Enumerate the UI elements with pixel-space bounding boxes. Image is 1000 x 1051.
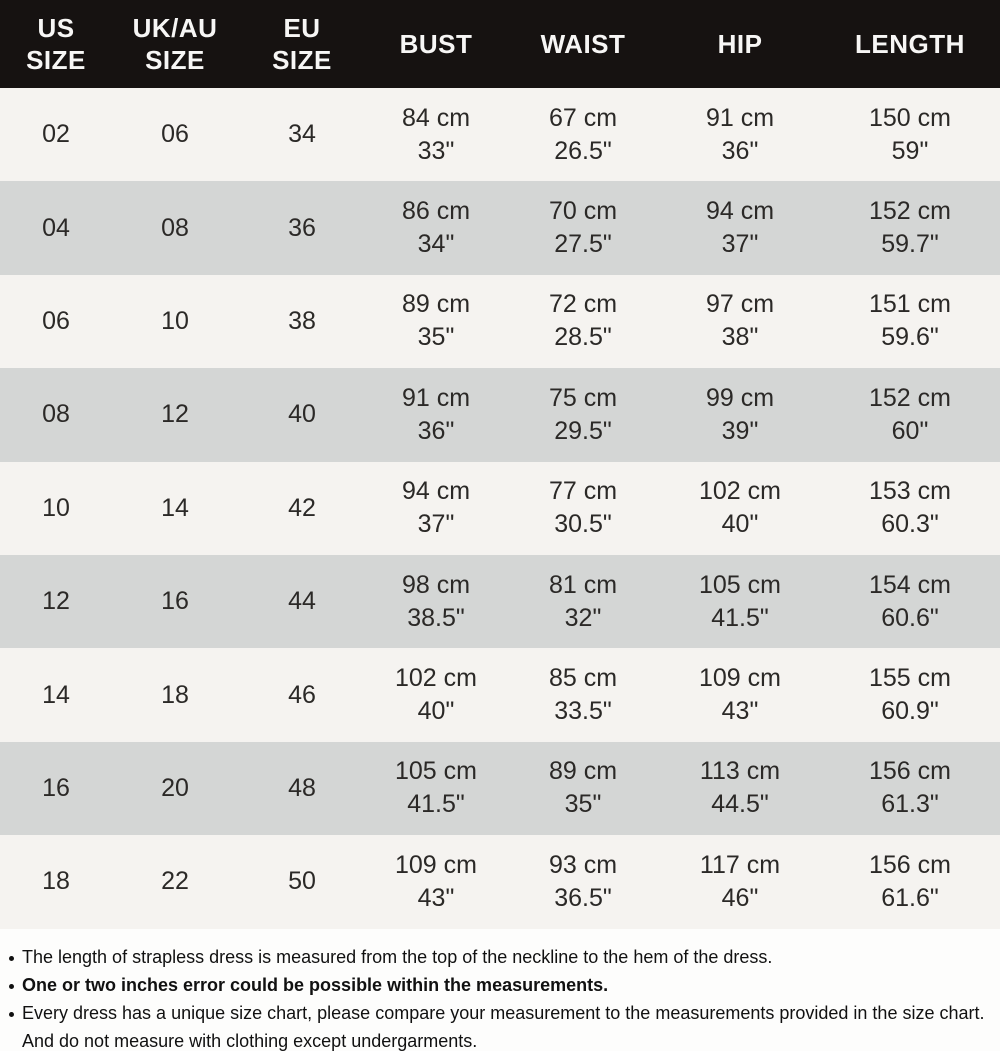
cell-waist: 77 cm 30.5" <box>548 477 618 539</box>
cell-bust: 89 cm 35" <box>401 290 471 352</box>
cell-hip: 97 cm 38" <box>705 290 775 352</box>
cell-us-size: 08 <box>42 400 70 429</box>
cell-hip: 109 cm 43" <box>699 664 781 726</box>
cell-us-size: 06 <box>42 306 70 335</box>
cell-hip: 113 cm 44.5" <box>699 757 781 819</box>
cell-uk-size: 08 <box>161 213 189 242</box>
bullet-icon <box>9 983 14 989</box>
cell-waist: 93 cm 36.5" <box>548 850 618 912</box>
cell-bust: 109 cm 43" <box>395 850 477 912</box>
footnote: Every dress has a unique size chart, ple… <box>0 999 986 1051</box>
cell-uk-size: 14 <box>161 493 189 522</box>
table-row: 18 22 50 109 cm 43" 93 cm 36.5" 117 cm 46" … <box>0 835 1000 929</box>
cell-length: 152 cm 59.7" <box>869 197 951 259</box>
cell-us-size: 14 <box>42 680 70 709</box>
cell-uk-size: 06 <box>161 120 189 149</box>
table-row: 02 06 34 84 cm 33" 67 cm 26.5" 91 cm 36" 15… <box>0 88 1000 182</box>
header-uk-au-size: UK/AU SIZE <box>132 13 218 75</box>
footnote: One or two inches error could be possibl… <box>0 971 986 999</box>
cell-waist: 72 cm 28.5" <box>548 290 618 352</box>
bullet-icon <box>9 955 14 961</box>
cell-uk-size: 18 <box>161 680 189 709</box>
cell-us-size: 16 <box>42 773 70 802</box>
cell-eu-size: 42 <box>288 493 316 522</box>
table-row: 06 10 38 89 cm 35" 72 cm 28.5" 97 cm 38" 15… <box>0 274 1000 369</box>
cell-bust: 91 cm 36" <box>401 383 471 445</box>
cell-uk-size: 20 <box>161 773 189 802</box>
cell-length: 152 cm 60" <box>869 383 951 445</box>
cell-eu-size: 36 <box>288 213 316 242</box>
cell-eu-size: 50 <box>288 867 316 896</box>
header-bust: BUST <box>399 29 473 59</box>
header-hip: HIP <box>717 29 763 59</box>
cell-length: 153 cm 60.3" <box>869 477 951 539</box>
cell-hip: 94 cm 37" <box>705 197 775 259</box>
cell-uk-size: 10 <box>161 306 189 335</box>
table-row: 10 14 42 94 cm 37" 77 cm 30.5" 102 cm 40" 1… <box>0 461 1000 555</box>
cell-us-size: 10 <box>42 493 70 522</box>
cell-waist: 75 cm 29.5" <box>548 383 618 445</box>
table-row: 12 16 44 98 cm 38.5" 81 cm 32" 105 cm 41.5"… <box>0 554 1000 649</box>
cell-uk-size: 12 <box>161 400 189 429</box>
cell-waist: 70 cm 27.5" <box>548 197 618 259</box>
cell-bust: 84 cm 33" <box>401 103 471 165</box>
cell-waist: 85 cm 33.5" <box>548 664 618 726</box>
header-us-size: US SIZE <box>26 13 86 75</box>
cell-eu-size: 40 <box>288 400 316 429</box>
footnotes: The length of strapless dress is measure… <box>0 928 1000 1051</box>
cell-hip: 102 cm 40" <box>699 477 781 539</box>
cell-bust: 86 cm 34" <box>401 197 471 259</box>
cell-bust: 94 cm 37" <box>401 477 471 539</box>
cell-hip: 105 cm 41.5" <box>699 570 781 632</box>
header-length: LENGTH <box>855 29 965 59</box>
header-waist: WAIST <box>540 29 626 59</box>
cell-bust: 98 cm 38.5" <box>401 570 471 632</box>
cell-length: 156 cm 61.3" <box>869 757 951 819</box>
cell-uk-size: 16 <box>161 587 189 616</box>
cell-eu-size: 44 <box>288 587 316 616</box>
cell-waist: 67 cm 26.5" <box>548 103 618 165</box>
cell-length: 154 cm 60.6" <box>869 570 951 632</box>
cell-hip: 99 cm 39" <box>705 383 775 445</box>
cell-waist: 89 cm 35" <box>548 757 618 819</box>
cell-hip: 91 cm 36" <box>705 103 775 165</box>
cell-us-size: 12 <box>42 587 70 616</box>
cell-us-size: 04 <box>42 213 70 242</box>
cell-us-size: 02 <box>42 120 70 149</box>
table-row: 04 08 36 86 cm 34" 70 cm 27.5" 94 cm 37" 15… <box>0 181 1000 275</box>
table-row: 16 20 48 105 cm 41.5" 89 cm 35" 113 cm 44.5… <box>0 741 1000 836</box>
cell-eu-size: 48 <box>288 773 316 802</box>
table-header-row: US SIZE UK/AU SIZE EU SIZE BUST WAIST HIP L… <box>0 0 1000 88</box>
cell-bust: 105 cm 41.5" <box>395 757 477 819</box>
table-row: 08 12 40 91 cm 36" 75 cm 29.5" 99 cm 39" 15… <box>0 368 1000 462</box>
cell-length: 155 cm 60.9" <box>869 664 951 726</box>
header-eu-size: EU SIZE <box>272 13 332 75</box>
footnote: The length of strapless dress is measure… <box>0 943 986 971</box>
cell-uk-size: 22 <box>161 867 189 896</box>
cell-hip: 117 cm 46" <box>699 850 781 912</box>
bullet-icon <box>9 1011 14 1017</box>
cell-us-size: 18 <box>42 867 70 896</box>
cell-length: 156 cm 61.6" <box>869 850 951 912</box>
cell-bust: 102 cm 40" <box>395 664 477 726</box>
cell-waist: 81 cm 32" <box>548 570 618 632</box>
table-row: 14 18 46 102 cm 40" 85 cm 33.5" 109 cm 43" … <box>0 648 1000 742</box>
cell-eu-size: 38 <box>288 306 316 335</box>
cell-eu-size: 46 <box>288 680 316 709</box>
cell-length: 151 cm 59.6" <box>869 290 951 352</box>
cell-length: 150 cm 59" <box>869 103 951 165</box>
cell-eu-size: 34 <box>288 120 316 149</box>
